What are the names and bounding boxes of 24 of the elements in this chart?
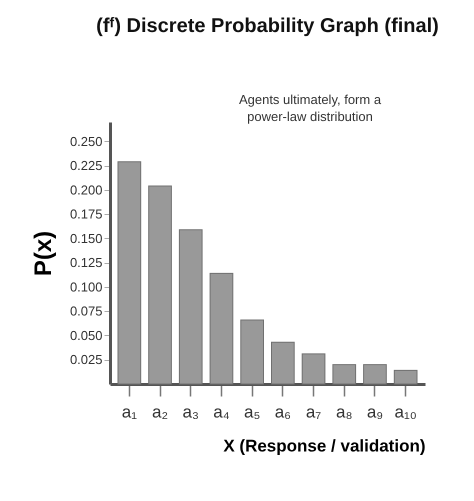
x-tick-label: a₁₀: [394, 402, 417, 422]
x-tick-label: a₉: [366, 402, 384, 422]
y-axis-title: P(x): [30, 230, 57, 276]
y-tick-label: 0.200: [70, 182, 102, 198]
y-tick-label: 0.125: [70, 255, 102, 270]
chart-title: (fᶠ) Discrete Probability Graph (final): [96, 15, 439, 37]
x-tick-label: a₈: [336, 402, 353, 422]
annotation: Agents ultimately, form a power-law distribution: [238, 92, 382, 124]
x-tick-label: a₇: [306, 402, 322, 422]
y-tick-label: 0.100: [70, 279, 102, 294]
y-tick-label: 0.025: [70, 352, 102, 368]
y-tick-label: 0.075: [70, 304, 102, 319]
x-tick-label: a₁: [122, 402, 138, 422]
x-axis-title: X (Response / validation): [223, 436, 426, 456]
y-tick-label: 0.150: [70, 230, 102, 246]
x-tick-label: a₃: [182, 402, 199, 422]
x-tick-label: a₂: [152, 402, 168, 422]
y-tick-label: 0.175: [70, 206, 102, 222]
y-tick-label: 0.225: [70, 158, 102, 174]
x-tick-label: a₅: [244, 402, 260, 422]
y-tick-label: 0.050: [70, 328, 102, 343]
y-tick-label: 0.250: [70, 134, 102, 149]
x-tick-label: a₄: [213, 402, 230, 422]
x-tick-label: a₆: [274, 402, 292, 422]
